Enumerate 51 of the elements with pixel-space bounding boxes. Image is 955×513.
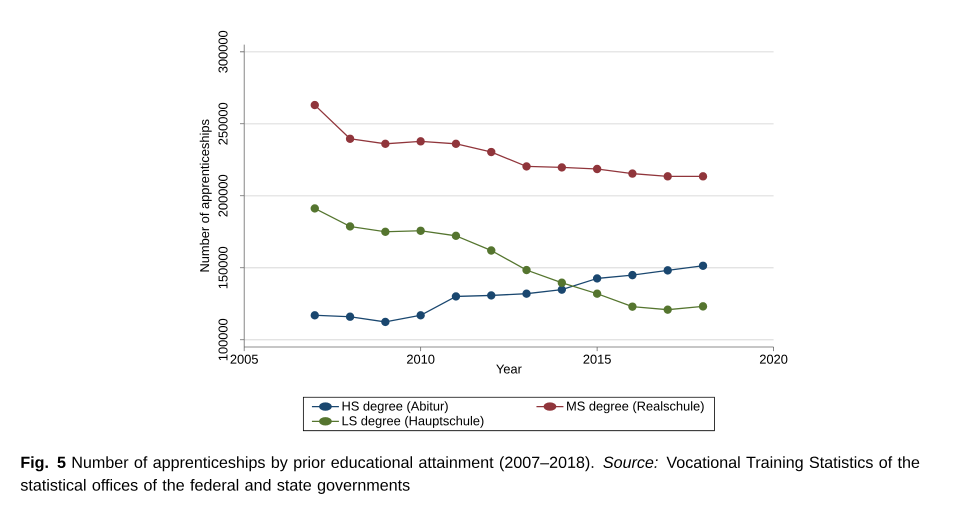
point [310,101,319,110]
point [698,262,708,270]
y-axis-title: Number of apprenticeships [200,120,212,272]
point [346,222,354,231]
point [522,266,531,275]
text: Fig. 5 Number of apprenticeships by prior educational attainment (2007–2018). Source: Vocational Training Statistics of the statistical offices of the federal and state governments [20,456,920,494]
point [558,278,566,288]
point [592,290,602,298]
point [416,137,425,146]
point [664,266,672,275]
point [628,271,637,280]
y-tick-label: 100000 [218,319,228,360]
x-axis-title: Year [496,364,522,374]
point [664,306,672,314]
point [592,274,602,283]
point [416,226,425,236]
y-tick-label: 150000 [218,247,228,288]
x-tick-label: 2015 [583,354,611,364]
y-tick-label: 300000 [218,31,228,73]
point [592,165,602,174]
point [346,312,354,322]
point [487,291,496,300]
legend-label: LS degree (Hauptschule) [342,416,484,428]
point [698,302,708,311]
legend-label: HS degree (Abitur) [342,401,448,414]
point [628,170,637,178]
point [346,134,354,144]
point [452,292,460,301]
point [698,172,708,181]
legend-label: MS degree (Realschule) [567,401,704,414]
point [664,172,672,181]
point [381,140,390,148]
point [310,204,319,213]
point [310,311,319,320]
point [381,228,390,236]
y-tick-label: 250000 [218,103,228,145]
point [628,302,637,312]
x-tick-label: 2005 [230,354,258,364]
point [452,140,460,148]
point [522,162,531,171]
point [416,311,425,320]
point [381,318,390,326]
point [487,148,496,156]
point [558,163,566,172]
point [452,232,460,240]
point [558,286,566,294]
x-tick-label: 2010 [407,354,434,364]
y-tick-label: 200000 [218,175,228,217]
point [522,290,531,298]
x-tick-label: 2020 [760,354,788,364]
point [487,246,496,255]
